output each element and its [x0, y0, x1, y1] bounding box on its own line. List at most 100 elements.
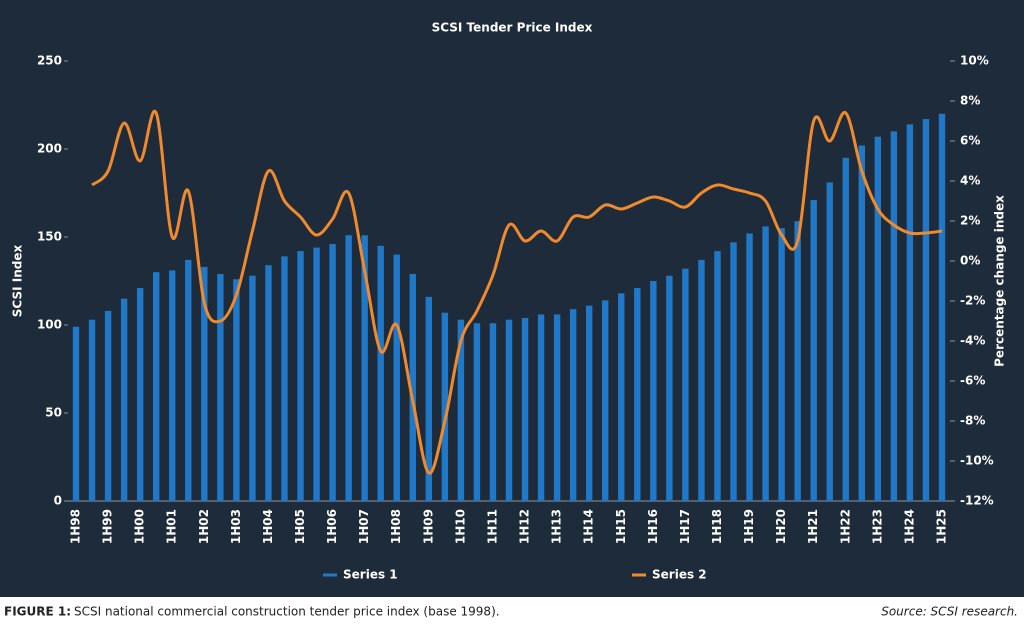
bar	[185, 259, 192, 501]
bar	[152, 272, 160, 501]
y2-tick-label: 10%	[960, 54, 989, 68]
y2-tick-label: -2%	[960, 294, 985, 308]
x-tick-label: 1H02	[197, 509, 211, 544]
bar	[762, 226, 769, 501]
bar	[922, 119, 930, 501]
legend-label: Series 2	[652, 568, 707, 582]
y-axis-label: SCSI Index	[11, 245, 25, 318]
bar	[441, 312, 449, 501]
bar	[281, 256, 288, 501]
x-tick-label: 1H23	[870, 509, 884, 544]
x-tick-label: 1H25	[934, 509, 948, 544]
bar	[842, 157, 849, 502]
y-tick-label: 200	[37, 142, 62, 156]
bar	[393, 254, 400, 501]
y2-tick-label: 4%	[960, 174, 980, 188]
bar	[537, 314, 545, 501]
chart-title: SCSI Tender Price Index	[432, 21, 593, 35]
bar	[730, 242, 737, 501]
bar	[666, 275, 673, 501]
bar	[778, 228, 785, 501]
y2-tick-label: -6%	[960, 374, 985, 388]
bar	[521, 317, 529, 501]
x-tick-label: 1H12	[518, 509, 532, 544]
caption: SCSI national commercial construction te…	[74, 605, 500, 619]
line	[91, 109, 943, 475]
bar	[858, 145, 866, 502]
bar	[136, 288, 144, 501]
x-tick-label: 1H24	[902, 509, 916, 544]
bar	[874, 136, 882, 501]
bar	[794, 221, 801, 501]
bar	[104, 310, 112, 501]
bar	[553, 314, 561, 501]
bar	[746, 233, 753, 502]
x-tick-label: 1H11	[485, 509, 499, 544]
y-tick-label: 50	[45, 406, 62, 420]
x-tick-label: 1H99	[101, 509, 115, 544]
bar	[906, 124, 914, 502]
x-tick-label: 1H17	[678, 509, 692, 544]
bar	[714, 251, 721, 501]
bar	[297, 251, 304, 501]
x-tick-label: 1H07	[357, 509, 371, 544]
source: Source: SCSI research.	[881, 605, 1018, 619]
bar	[217, 273, 224, 501]
y-tick-label: 0	[54, 494, 62, 508]
bar	[249, 275, 256, 501]
bar	[313, 247, 320, 501]
x-tick-label: 1H16	[646, 509, 660, 544]
bar	[120, 298, 128, 501]
x-tick-label: 1H22	[838, 509, 852, 544]
x-tick-label: 1H00	[133, 509, 147, 544]
y2-tick-label: 8%	[960, 94, 980, 108]
bar	[169, 270, 176, 501]
y-tick-label: 150	[37, 230, 62, 244]
caption-label: FIGURE 1:	[4, 605, 71, 619]
bar	[569, 309, 577, 501]
bar	[810, 200, 817, 502]
bar	[345, 235, 352, 502]
y2-tick-label: -4%	[960, 334, 985, 348]
x-tick-label: 1H09	[421, 509, 435, 544]
bar	[72, 326, 80, 501]
bar	[457, 319, 465, 501]
bar	[265, 265, 272, 501]
bar	[634, 288, 641, 501]
bar	[88, 319, 96, 501]
x-tick-label: 1H08	[389, 509, 403, 544]
y2-tick-label: 6%	[960, 134, 980, 148]
bar	[682, 268, 689, 501]
bar	[602, 300, 609, 501]
x-tick-label: 1H01	[165, 509, 179, 544]
y-tick-label: 250	[37, 54, 62, 68]
bar	[890, 131, 898, 501]
x-tick-label: 1H04	[261, 509, 275, 544]
bar	[650, 281, 657, 501]
y2-tick-label: -10%	[960, 454, 994, 468]
y2-tick-label: 2%	[960, 214, 980, 228]
x-tick-label: 1H15	[614, 509, 628, 544]
x-tick-label: 1H13	[550, 509, 564, 544]
bar	[329, 244, 336, 502]
bar	[425, 296, 433, 501]
y2-tick-label: -12%	[960, 494, 994, 508]
bar	[585, 305, 593, 501]
y-tick-label: 100	[37, 318, 62, 332]
x-tick-label: 1H21	[806, 509, 820, 544]
bar	[361, 235, 368, 502]
y2-axis-label: Percentage change index	[993, 195, 1007, 367]
bar	[409, 273, 416, 501]
bar	[489, 323, 497, 501]
bar	[698, 259, 705, 501]
bar	[201, 266, 208, 501]
x-tick-label: 1H20	[774, 509, 788, 544]
bar	[826, 182, 833, 501]
x-tick-label: 1H06	[325, 509, 339, 544]
x-tick-label: 1H14	[582, 509, 596, 544]
x-tick-label: 1H18	[710, 509, 724, 544]
y2-tick-label: -8%	[960, 414, 985, 428]
x-tick-label: 1H03	[229, 509, 243, 544]
